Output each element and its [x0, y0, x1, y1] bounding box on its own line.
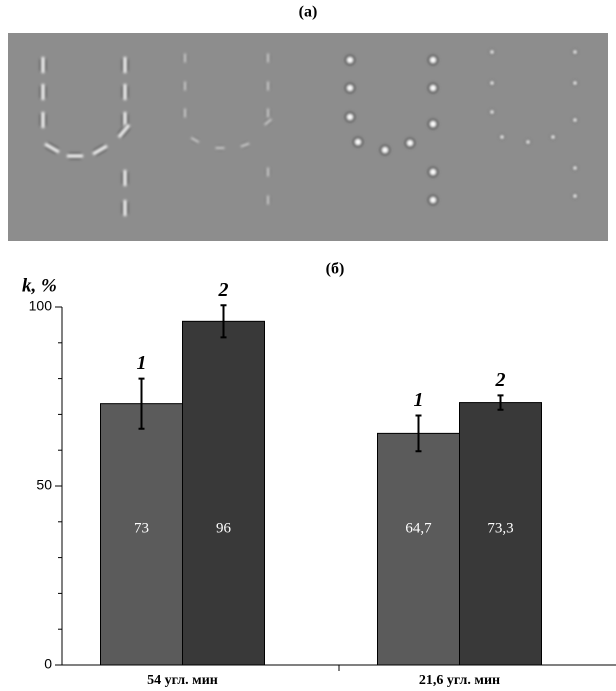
value-label: 73,3 — [487, 520, 513, 536]
figure: (а) (б) k, % 0 50 100 54 угл. мин 1 73 2 96 21,6… — [0, 0, 616, 691]
dot — [489, 109, 495, 115]
dot-center — [573, 50, 576, 53]
dot — [550, 134, 556, 140]
gabor-light — [124, 84, 127, 101]
dot — [572, 80, 578, 86]
stimulus-image — [8, 33, 608, 241]
gabor-light — [42, 84, 45, 101]
dot — [353, 137, 364, 148]
gabor — [183, 82, 187, 91]
dot — [345, 83, 356, 94]
series-label: 1 — [414, 389, 424, 411]
dot-center — [430, 121, 436, 127]
dot-center — [430, 169, 436, 175]
y-tick-label: 100 — [29, 298, 53, 314]
y-tick-label: 50 — [36, 477, 52, 493]
gabor-light — [67, 155, 84, 158]
panel-label: (а) — [299, 4, 318, 21]
dot — [572, 165, 578, 171]
gabor — [183, 109, 187, 118]
y-axis-label: k, % — [22, 275, 57, 296]
gabor — [183, 54, 187, 63]
dot-center — [430, 85, 436, 91]
dot-center — [526, 140, 529, 143]
dot-center — [490, 50, 493, 53]
gabor-light — [184, 109, 185, 118]
dot — [428, 55, 439, 66]
dot — [489, 80, 495, 86]
dot-center — [347, 57, 353, 63]
x-tick-label: 21,6 угл. мин — [419, 673, 500, 688]
x-tick-label: 54 угл. мин — [147, 673, 218, 688]
dot — [345, 55, 356, 66]
dot — [428, 119, 439, 130]
gabor — [40, 84, 47, 101]
dot — [489, 49, 495, 55]
dot — [525, 139, 531, 145]
dot — [428, 167, 439, 178]
gabor — [266, 196, 270, 205]
dot — [572, 49, 578, 55]
gabor-light — [42, 57, 45, 74]
dot — [428, 83, 439, 94]
dot-center — [490, 81, 493, 84]
bar — [183, 321, 265, 665]
dot-center — [355, 139, 361, 145]
gabor-light — [124, 57, 127, 74]
dot-center — [347, 85, 353, 91]
gabor — [122, 84, 129, 101]
dot — [380, 145, 391, 156]
series-label: 2 — [495, 369, 506, 391]
gabor — [122, 57, 129, 74]
value-label: 73 — [134, 520, 149, 536]
bar — [378, 433, 460, 665]
gabor-light — [267, 196, 268, 205]
dot-center — [407, 140, 413, 146]
dot-center — [430, 57, 436, 63]
dot — [572, 117, 578, 123]
gabor — [122, 170, 129, 187]
gabor — [266, 168, 270, 177]
dot-center — [490, 110, 493, 113]
series-label: 2 — [218, 279, 229, 301]
dot — [405, 138, 416, 149]
value-label: 64,7 — [405, 520, 432, 536]
gabor — [40, 112, 47, 129]
gabor-light — [267, 82, 268, 91]
dot-center — [573, 81, 576, 84]
dot — [345, 112, 356, 123]
gabor-light — [267, 168, 268, 177]
dot-center — [551, 135, 554, 138]
dot — [572, 193, 578, 199]
gabor — [40, 57, 47, 74]
dot-center — [500, 135, 503, 138]
dot-center — [382, 147, 388, 153]
dot — [499, 134, 505, 140]
dot-center — [573, 194, 576, 197]
gabor-light — [42, 112, 45, 129]
gabor — [216, 146, 225, 150]
dot-center — [347, 114, 353, 120]
y-tick-label: 0 — [44, 656, 52, 672]
dot-center — [573, 118, 576, 121]
gabor-light — [216, 147, 225, 148]
gabor-light — [267, 54, 268, 63]
value-label: 96 — [216, 520, 232, 536]
gabor — [266, 109, 270, 118]
series-label: 1 — [137, 352, 147, 374]
gabor — [266, 54, 270, 63]
gabor-light — [124, 200, 127, 217]
page: (а) (б) k, % 0 50 100 54 угл. мин 1 73 2 96 21,6… — [0, 0, 616, 691]
gabor-light — [267, 109, 268, 118]
gabor — [266, 82, 270, 91]
dot-center — [573, 166, 576, 169]
dot — [428, 195, 439, 206]
chart-title: (б) — [326, 261, 345, 278]
dot-center — [430, 197, 436, 203]
gabor-light — [184, 54, 185, 63]
gabor-light — [184, 82, 185, 91]
gabor-light — [124, 170, 127, 187]
gabor — [67, 153, 84, 160]
gabor — [122, 200, 129, 217]
